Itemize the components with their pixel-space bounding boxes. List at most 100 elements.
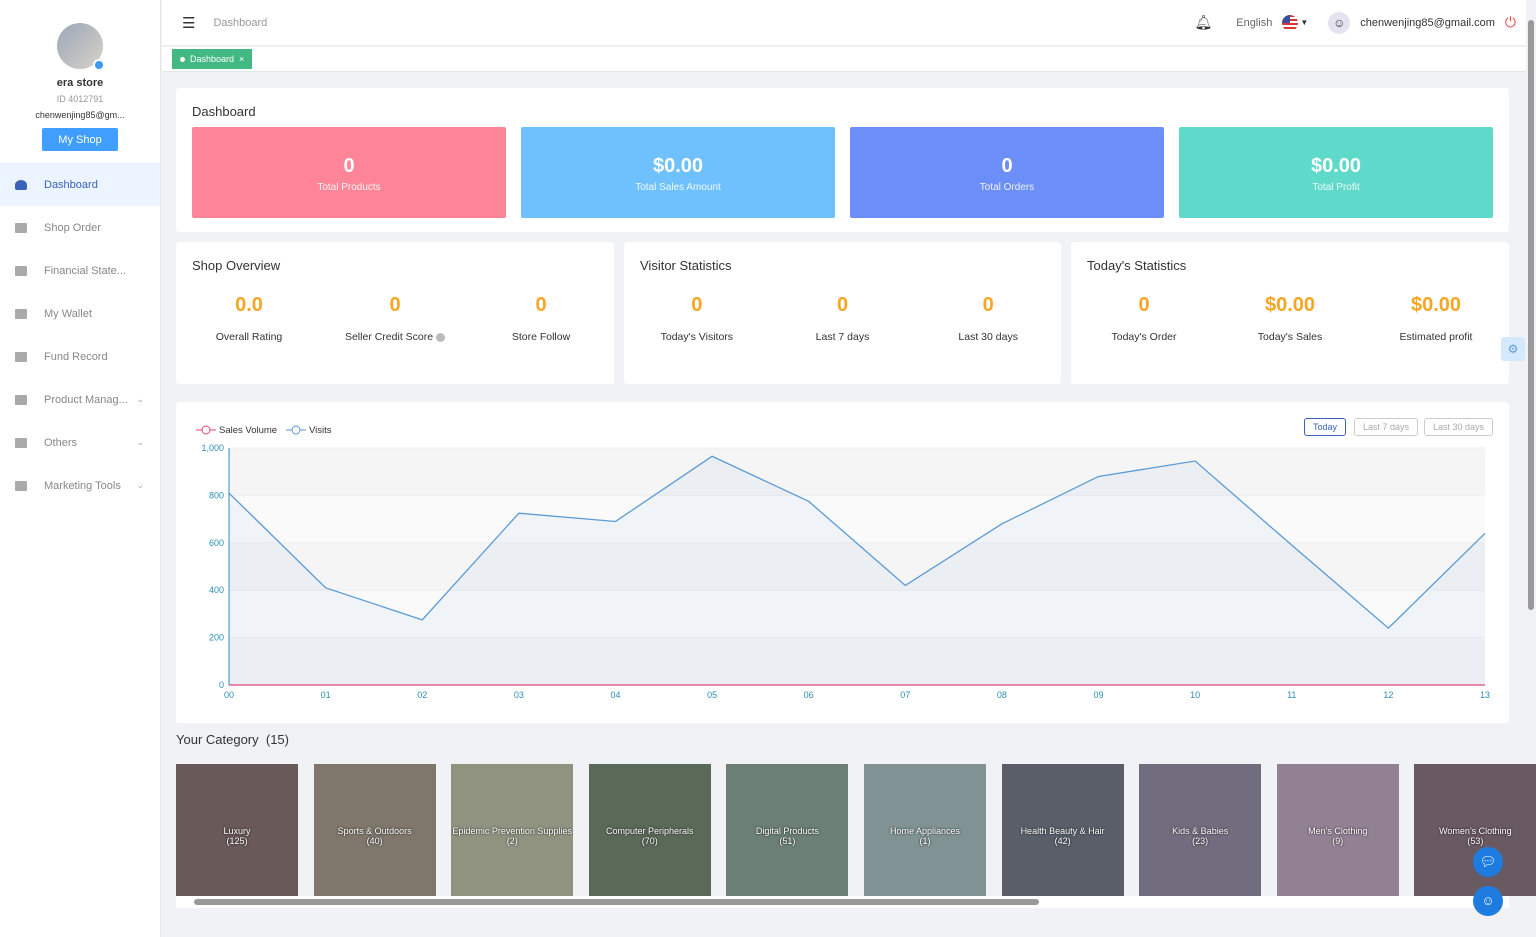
stat-value: $0.00 — [652, 155, 704, 177]
stat-item: $0.00 Today's Sales — [1217, 294, 1363, 343]
language-label[interactable]: English — [1236, 16, 1273, 29]
stat-value: 0.0 — [235, 294, 263, 316]
stat-value: $0.00 — [1410, 294, 1462, 316]
category-count: (70) — [641, 836, 658, 846]
chevron-down-icon[interactable]: ▼ — [1300, 18, 1309, 27]
store-avatar[interactable] — [57, 23, 105, 71]
category-name: Epidemic Prevention Supplies — [452, 826, 572, 836]
sidebar-item-fund-record[interactable]: Fund Record — [0, 335, 160, 378]
category-card[interactable]: Sports & Outdoors (40) — [313, 764, 436, 896]
us-flag-icon[interactable] — [1282, 14, 1299, 31]
grid-band — [229, 637, 1485, 685]
category-count: (42) — [1054, 836, 1071, 846]
stat-tile[interactable]: 0 Total Products — [192, 127, 506, 218]
stat-value: 0 — [389, 294, 401, 316]
menu-icon — [15, 437, 27, 448]
category-card[interactable]: Digital Products (51) — [726, 764, 849, 896]
category-count: (23) — [1192, 836, 1209, 846]
legend-label: Sales Volume — [219, 425, 277, 436]
sidebar-item-label: Fund Record — [44, 350, 108, 363]
stat-value: $0.00 — [1264, 294, 1316, 316]
stat-value: $0.00 — [1310, 155, 1362, 177]
sidebar-item-product-manag-[interactable]: Product Manag... ⌄ — [0, 378, 160, 421]
stat-item: $0.00 Estimated profit — [1363, 294, 1509, 343]
category-card[interactable]: Men's Clothing (9) — [1276, 764, 1399, 896]
menu-icon — [15, 265, 27, 276]
close-icon[interactable]: × — [239, 54, 245, 64]
help-icon[interactable] — [436, 332, 446, 342]
x-tick-label: 03 — [514, 690, 524, 700]
category-name: Home Appliances — [889, 826, 961, 836]
category-scrollbar-thumb[interactable] — [194, 899, 1039, 905]
user-avatar[interactable]: ☺ — [1328, 11, 1351, 34]
stat-tile[interactable]: $0.00 Total Sales Amount — [521, 127, 835, 218]
x-tick-label: 13 — [1480, 690, 1490, 700]
x-tick-label: 09 — [1094, 690, 1104, 700]
sidebar-item-label: My Wallet — [44, 307, 92, 320]
sidebar-item-label: Dashboard — [44, 178, 98, 191]
stat-tile[interactable]: 0 Total Orders — [850, 127, 1164, 218]
sidebar-item-shop-order[interactable]: Shop Order — [0, 206, 160, 249]
chat-icon[interactable]: 💬︎ — [1473, 847, 1503, 877]
y-tick-label: 1,000 — [201, 443, 224, 453]
breadcrumb: Dashboard — [213, 16, 268, 29]
visitor-statistics-card: Visitor Statistics 0 Today's Visitors 0 Las… — [624, 242, 1061, 384]
category-card[interactable]: Luxury (125) — [176, 764, 298, 896]
category-card[interactable]: Women's Clothing (53) — [1414, 764, 1536, 896]
power-icon[interactable]: ⏻ — [1504, 14, 1516, 30]
sidebar-item-label: Shop Order — [44, 221, 101, 234]
stat-tile[interactable]: $0.00 Total Profit — [1179, 127, 1493, 218]
sidebar-item-financial-state-[interactable]: Financial State... — [0, 249, 160, 292]
legend-marker — [291, 425, 301, 435]
stat-label: Today's Order — [1111, 331, 1177, 343]
stat-label: Today's Sales — [1257, 331, 1323, 343]
stat-value: 0 — [1001, 155, 1013, 177]
legend-label: Visits — [309, 425, 332, 436]
page-scrollbar[interactable] — [1528, 20, 1534, 610]
x-tick-label: 10 — [1190, 690, 1200, 700]
sidebar-item-label: Product Manag... — [44, 393, 128, 406]
menu-icon — [15, 480, 27, 491]
category-name: Health Beauty & Hair — [1020, 826, 1105, 836]
category-card[interactable]: Kids & Babies (23) — [1139, 764, 1262, 896]
sidebar-item-marketing-tools[interactable]: Marketing Tools ⌄ — [0, 464, 160, 507]
stat-item: 0 Today's Visitors — [624, 294, 770, 343]
category-name: Men's Clothing — [1308, 826, 1368, 836]
range-30-days-button[interactable]: Last 30 days — [1424, 418, 1494, 436]
sidebar-item-others[interactable]: Others ⌄ — [0, 421, 160, 464]
stat-item: 0 Last 30 days — [915, 294, 1061, 343]
visits-sales-chart: 0 200 400 600 800 1,000 00 01 02 03 04 05 06 07 08 09 10… — [196, 425, 1490, 700]
my-shop-button[interactable]: My Shop — [42, 128, 118, 151]
stat-value: 0 — [343, 155, 355, 177]
series-line-visits — [228, 455, 1486, 630]
menu-toggle-icon[interactable]: ☰ — [182, 14, 196, 32]
tab-bar: Dashboard × — [162, 47, 1526, 72]
menu-icon — [15, 394, 27, 405]
bell-icon[interactable]: 🔔︎ — [1194, 14, 1213, 30]
settings-gear-icon[interactable]: ⚙ — [1501, 337, 1525, 361]
category-card[interactable]: Home Appliances (1) — [864, 764, 986, 896]
customer-service-icon[interactable]: ☺ — [1473, 886, 1503, 916]
category-card[interactable]: Epidemic Prevention Supplies (2) — [451, 764, 574, 896]
range-7-days-button[interactable]: Last 7 days — [1354, 418, 1419, 436]
stat-label: Total Orders — [979, 182, 1035, 193]
stat-label: Today's Visitors — [660, 331, 734, 343]
category-name: Kids & Babies — [1172, 826, 1229, 836]
sidebar-item-my-wallet[interactable]: My Wallet — [0, 292, 160, 335]
category-scroll-track — [176, 896, 1509, 908]
x-tick-label: 07 — [900, 690, 910, 700]
sidebar-item-dashboard[interactable]: Dashboard — [0, 163, 160, 206]
y-tick-label: 400 — [209, 585, 224, 595]
category-name: Luxury — [223, 826, 251, 836]
category-card[interactable]: Computer Peripherals (70) — [588, 764, 711, 896]
x-tick-label: 05 — [707, 690, 717, 700]
dashboard-title: Dashboard — [192, 104, 256, 119]
chart-card: Today Last 7 days Last 30 days 0 200 400 60… — [176, 402, 1509, 723]
range-today-button[interactable]: Today — [1304, 418, 1347, 436]
category-card[interactable]: Health Beauty & Hair (42) — [1001, 764, 1124, 896]
grid-band — [229, 448, 1485, 496]
user-email[interactable]: chenwenjing85@gmail.com — [1360, 16, 1495, 29]
stat-label: Seller Credit Score — [344, 331, 434, 343]
category-count: (125) — [226, 836, 248, 846]
tab-dashboard[interactable]: Dashboard × — [172, 49, 253, 69]
